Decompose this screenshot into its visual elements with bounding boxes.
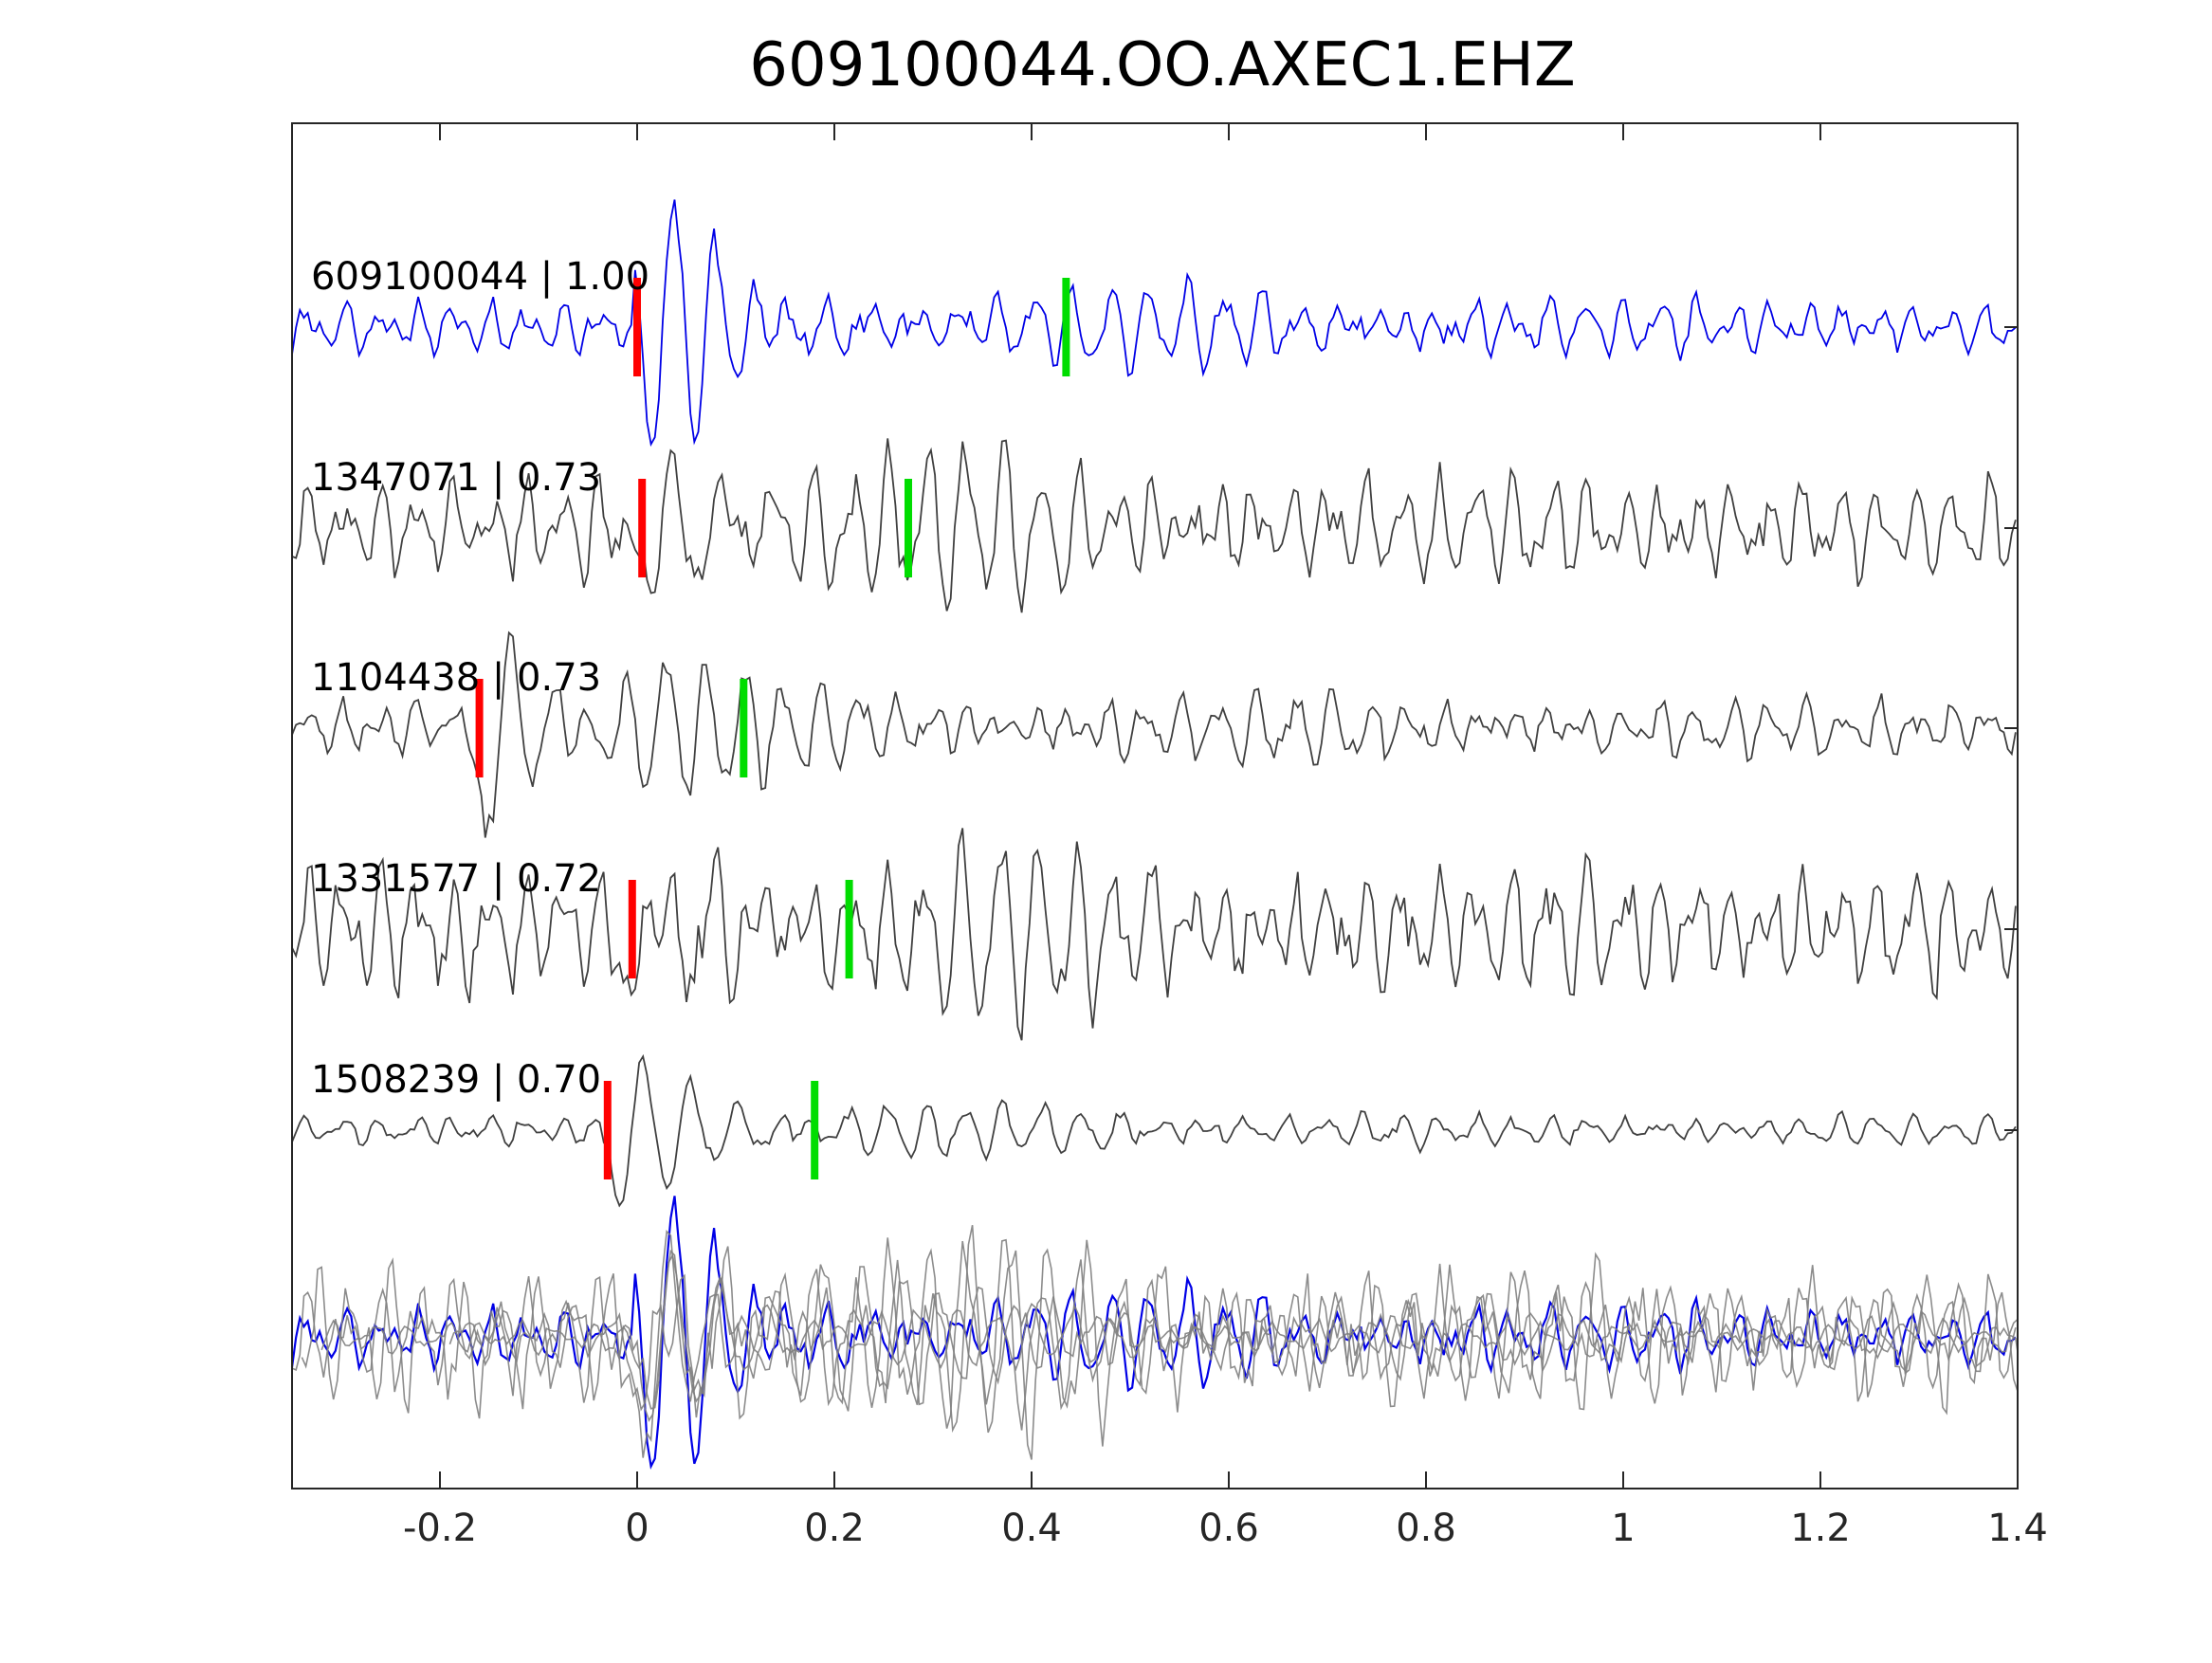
stack-trace-1508239	[320, 1252, 2019, 1422]
chart-title: 609100044.OO.AXEC1.EHZ	[749, 30, 1576, 101]
stack-trace-1347071	[291, 1237, 2017, 1431]
trace-label-1347071: 1347071 | 0.73	[311, 456, 601, 500]
x-tick-label: 0.8	[1396, 1507, 1456, 1550]
x-tick-label: 1.4	[1987, 1507, 2048, 1550]
trace-label-609100044: 609100044 | 1.00	[311, 255, 649, 299]
traces-layer	[290, 199, 2019, 1471]
stack-trace-1331577	[301, 1225, 2019, 1460]
x-tick-label: 1	[1611, 1507, 1635, 1550]
trace-labels: 609100044 | 1.00 1347071 | 0.73 1104438 | …	[311, 255, 649, 1102]
waveform-trace-1508239	[291, 1053, 2017, 1208]
x-tick-label: 0.2	[804, 1507, 865, 1550]
trace-label-1331577: 1331577 | 0.72	[311, 857, 601, 901]
x-tick-label: 0.6	[1198, 1507, 1259, 1550]
x-tick-label: -0.2	[403, 1507, 477, 1550]
waveform-trace-1331577	[291, 828, 2017, 1041]
x-tick-label: 1.2	[1790, 1507, 1851, 1550]
trace-label-1104438: 1104438 | 0.73	[311, 656, 601, 700]
waveform-trace-1347071	[291, 438, 2017, 613]
x-tick-label: 0.4	[1001, 1507, 1062, 1550]
trace-label-1508239: 1508239 | 0.70	[311, 1058, 601, 1102]
waveform-trace-609100044	[291, 199, 2017, 448]
x-tick-label: 0	[625, 1507, 649, 1550]
plot-frame	[291, 122, 2019, 1489]
x-axis: -0.2 0 0.2 0.4 0.6 0.8 1 1.2 1.4	[403, 123, 2048, 1550]
waveform-trace-1104438	[291, 630, 2017, 838]
